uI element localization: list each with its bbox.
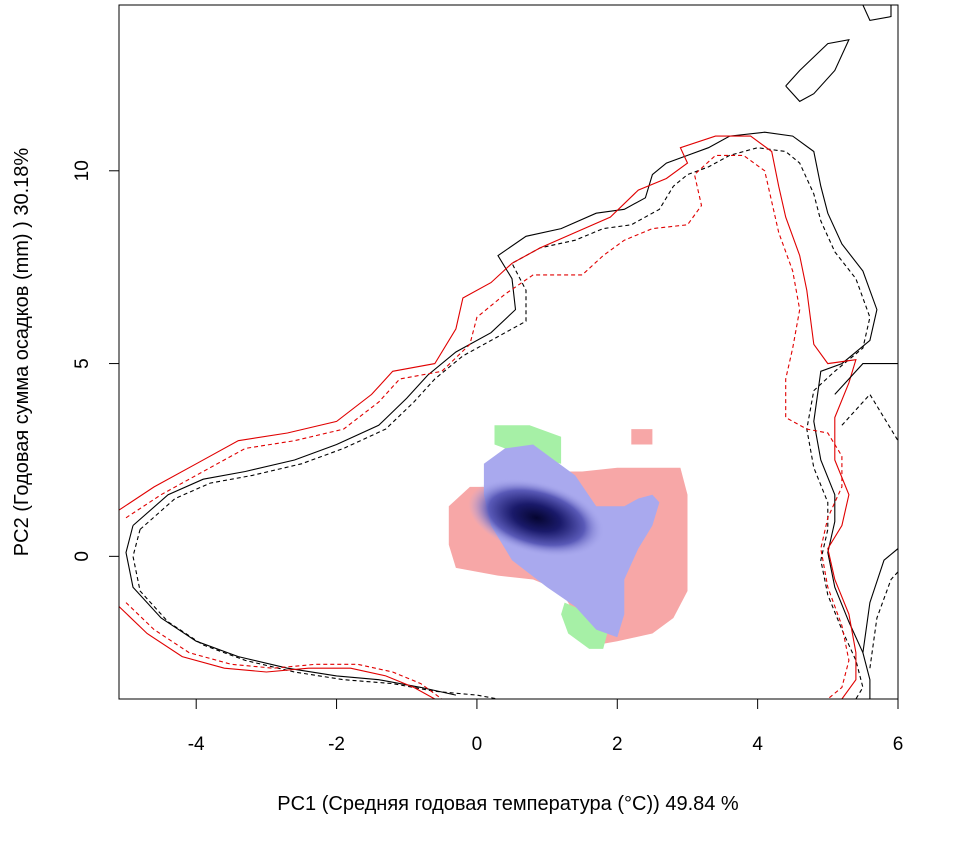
contour-line-5 — [119, 606, 436, 699]
contour-line-10 — [834, 363, 898, 395]
contour-line-9 — [862, 5, 892, 22]
y-tick-label: 0 — [72, 551, 93, 562]
contour-line-11 — [841, 393, 898, 441]
x-axis: -4 -2 0 2 4 6 — [188, 698, 904, 755]
contour-line-12 — [862, 548, 898, 653]
x-tick-label: 6 — [893, 734, 904, 755]
region-dark-core — [468, 478, 605, 557]
x-tick-label: -2 — [328, 734, 345, 755]
x-tick-label: 4 — [752, 734, 763, 755]
region-green-bottom — [561, 602, 611, 649]
y-tick-label: 10 — [72, 160, 93, 181]
contour-line-7 — [125, 602, 443, 699]
x-tick-label: 2 — [612, 734, 623, 755]
contour-line-2 — [139, 147, 871, 699]
contour-line-6 — [125, 154, 850, 699]
contour-line-0 — [132, 131, 878, 699]
contour-line-8 — [785, 38, 850, 103]
density-regions — [448, 425, 688, 649]
contour-line-4 — [119, 135, 857, 699]
contour-line-1 — [125, 525, 457, 696]
region-pink-island — [631, 429, 653, 445]
x-tick-label: -4 — [188, 734, 205, 755]
plot-area — [119, 5, 898, 699]
contour-line-3 — [132, 529, 499, 699]
x-axis-title: PC1 (Средняя годовая температура (°C)) 4… — [277, 793, 739, 815]
contour-line-13 — [869, 571, 898, 669]
y-axis: 0 5 10 — [72, 160, 120, 562]
x-tick-label: 0 — [472, 734, 483, 755]
plot-frame — [118, 4, 899, 700]
y-tick-label: 5 — [72, 358, 93, 369]
contour-lines — [119, 5, 898, 699]
y-axis-title: PC2 (Годовая сумма осадков (mm) ) 30.18% — [11, 148, 33, 557]
